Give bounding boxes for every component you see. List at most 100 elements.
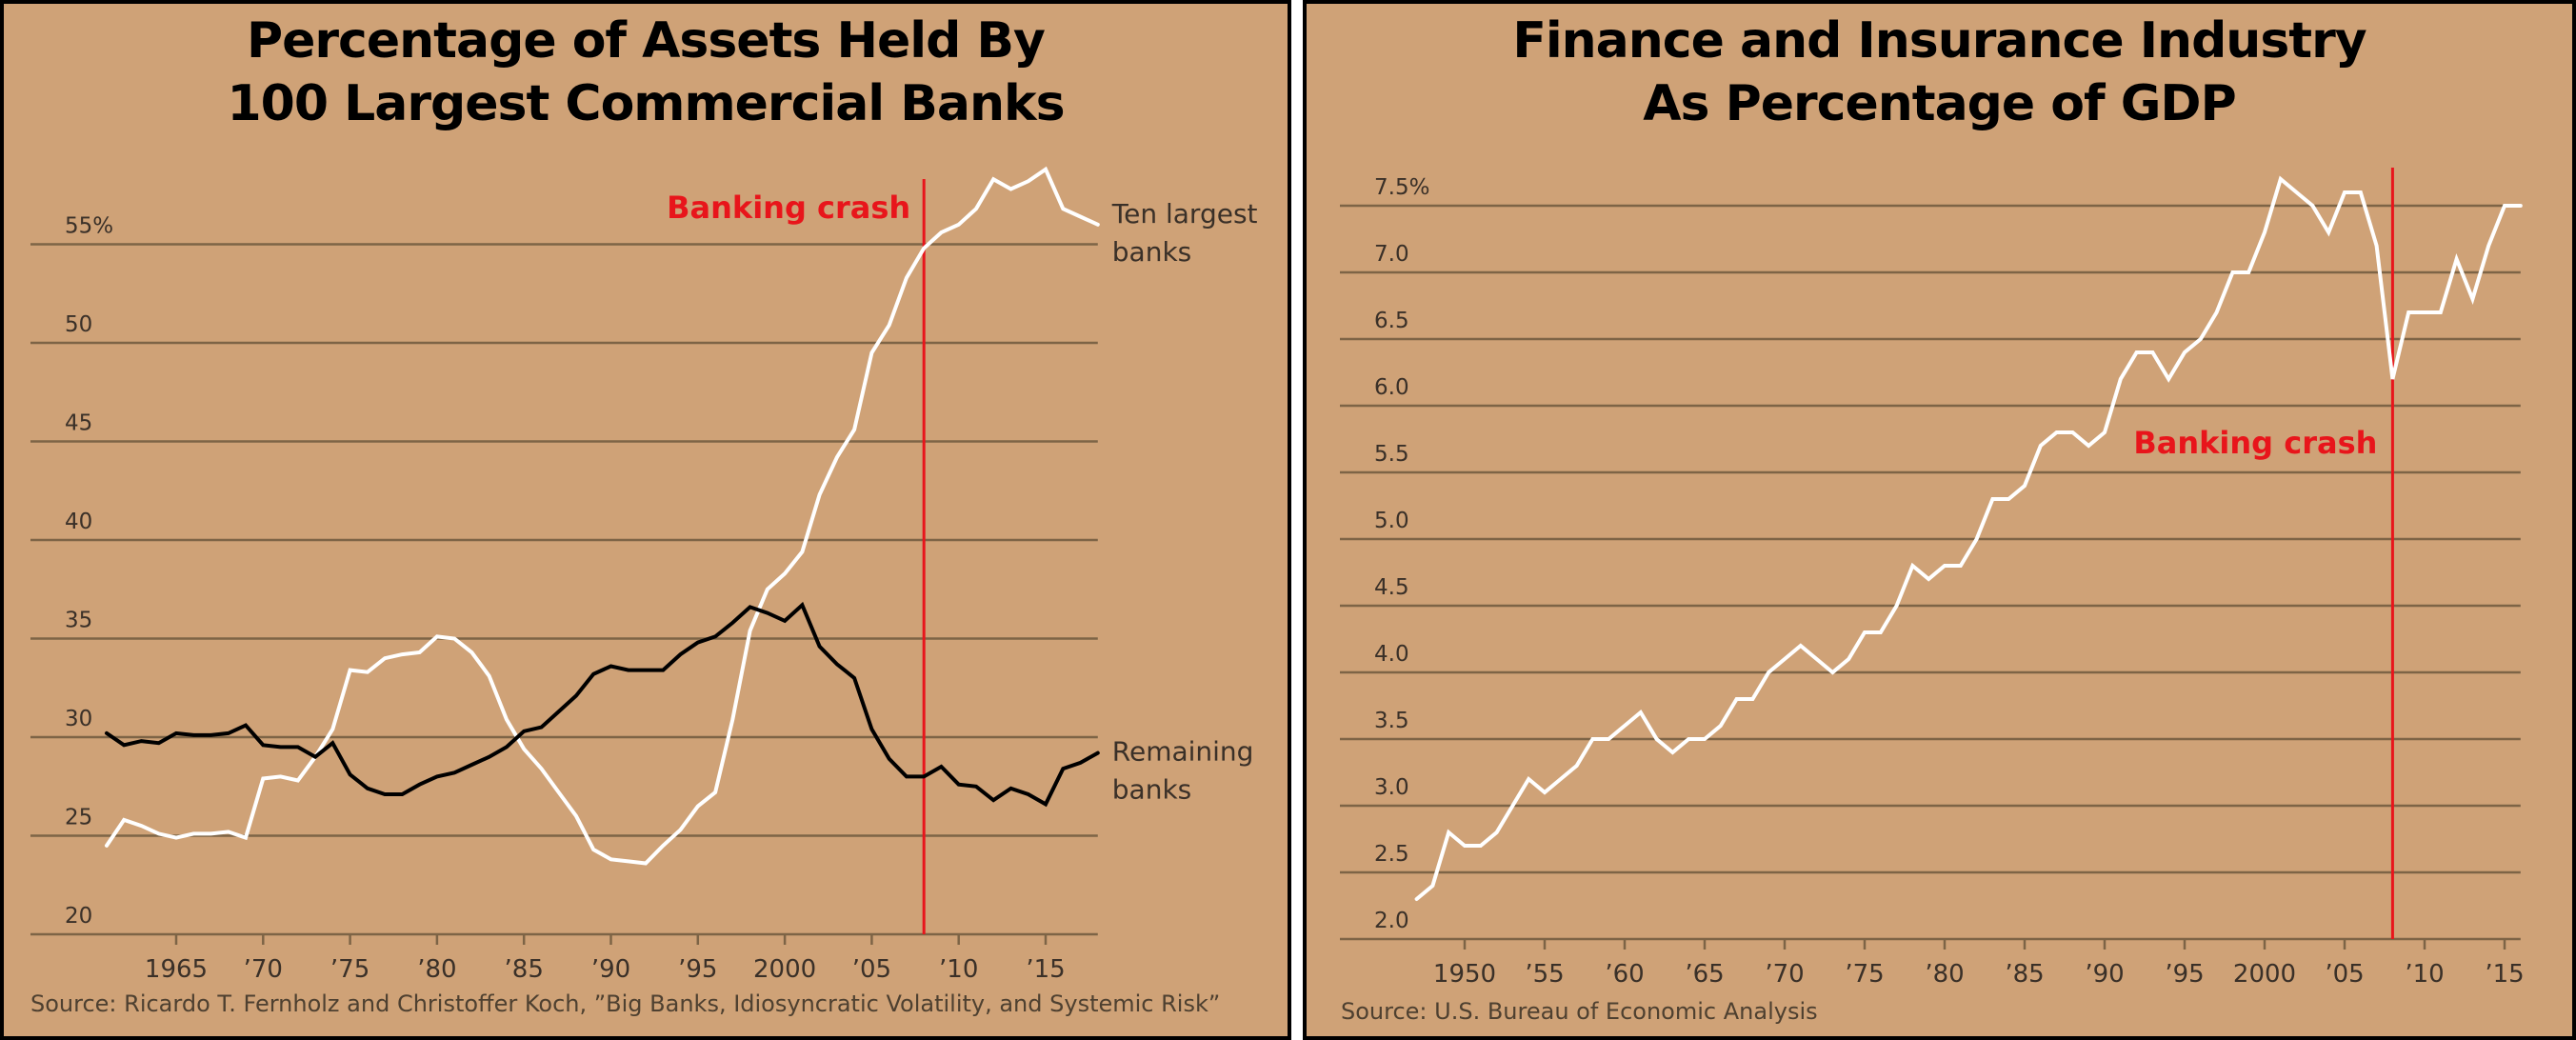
left-chart-data-point — [749, 605, 752, 609]
right-chart-y-tick-label: 4.0 — [1374, 642, 1409, 667]
right-chart-data-point — [2263, 230, 2266, 234]
left-chart-data-point — [227, 830, 230, 833]
right-chart-title-line-2: As Percentage of GDP — [1643, 75, 2236, 132]
right-chart-data-point — [2183, 350, 2187, 354]
right-chart-series-finance-and-insurance-share-of-gdp — [1414, 175, 2523, 901]
right-chart-title: Finance and Insurance Industry As Percen… — [1307, 10, 2572, 135]
right-chart-x-tick-label: ’70 — [1765, 960, 1804, 989]
left-chart-data-point — [261, 776, 265, 780]
right-chart-data-point — [2135, 350, 2139, 354]
right-chart-data-point — [1943, 564, 1947, 568]
left-chart-data-point — [244, 724, 248, 728]
left-chart-data-point — [835, 455, 839, 459]
right-chart-data-point — [2070, 430, 2074, 434]
left-chart-data-point — [783, 619, 787, 623]
right-chart-data-point — [1799, 644, 1803, 648]
right-chart-data-point — [1830, 670, 1834, 674]
left-chart-data-point — [174, 731, 178, 735]
right-chart-data-point — [1495, 830, 1499, 834]
right-chart-data-point — [1527, 777, 1530, 781]
left-chart-data-point — [210, 831, 213, 835]
left-chart-data-point — [435, 634, 439, 638]
right-chart-data-point — [1750, 697, 1754, 701]
right-chart-data-point — [1479, 844, 1483, 848]
left-chart-data-point — [627, 669, 630, 672]
left-chart-data-point — [661, 669, 665, 672]
right-chart-y-tick-label: 6.0 — [1374, 375, 1409, 400]
left-chart-data-point — [905, 276, 909, 280]
left-chart-data-point — [174, 836, 178, 840]
left-chart-data-point — [279, 745, 283, 749]
left-chart-x-tick-label: ’95 — [678, 955, 717, 984]
right-chart-data-point — [2199, 337, 2203, 341]
left-chart-data-point — [661, 844, 665, 848]
right-chart-data-point — [2326, 230, 2330, 234]
left-chart-data-point — [191, 831, 195, 835]
left-chart-data-point — [330, 741, 334, 745]
right-chart-x-tick-label: 2000 — [2233, 960, 2296, 989]
right-chart-data-point — [1783, 657, 1787, 661]
right-chart-data-point — [2375, 244, 2379, 248]
right-chart-data-point — [1959, 564, 1963, 568]
left-chart-data-point — [279, 774, 283, 778]
left-chart-data-point — [766, 611, 769, 615]
left-chart-x-tick-label: ’70 — [244, 955, 283, 984]
left-chart-data-point — [713, 634, 717, 638]
left-chart-data-point — [591, 848, 595, 851]
left-chart-data-point — [452, 770, 456, 774]
left-chart-data-point — [991, 177, 995, 181]
left-chart-data-point — [818, 645, 822, 649]
left-chart-y-tick-label: 35 — [65, 609, 92, 633]
right-chart-data-point — [2470, 297, 2474, 301]
left-chart-data-point — [157, 831, 161, 835]
left-chart-data-point — [1008, 188, 1012, 191]
left-chart-data-point — [383, 656, 387, 660]
left-chart-title-line-2: 100 Largest Commercial Banks — [227, 75, 1065, 132]
left-chart-data-point — [852, 428, 856, 431]
left-chart-data-point — [869, 350, 873, 354]
left-chart-data-point — [835, 662, 839, 666]
left-chart-data-point — [888, 757, 891, 761]
left-chart-data-point — [469, 763, 473, 767]
right-chart-x-tick-label: ’95 — [2165, 960, 2204, 989]
right-chart-y-tick-label: 7.5% — [1374, 175, 1429, 200]
right-chart-data-point — [2055, 430, 2059, 434]
left-chart-series-label: banks — [1112, 236, 1191, 268]
left-chart-data-point — [852, 676, 856, 680]
left-chart-data-point — [800, 603, 804, 607]
left-chart-data-point — [922, 247, 926, 250]
left-chart-data-point — [574, 814, 578, 818]
left-chart-data-point — [939, 765, 943, 769]
right-chart-data-point — [1463, 844, 1467, 848]
left-chart-data-point — [139, 824, 143, 828]
left-chart-data-point — [191, 733, 195, 737]
left-chart-series-ten-largest-banks — [105, 166, 1100, 866]
right-chart-x-tick-label: ’85 — [2005, 960, 2044, 989]
right-chart-data-point — [2103, 430, 2107, 434]
left-chart-x-tick-label: ’80 — [417, 955, 456, 984]
right-chart-data-point — [1927, 577, 1930, 581]
left-chart-data-point — [157, 741, 161, 745]
left-chart-data-point — [122, 818, 126, 822]
right-chart-data-point — [2406, 310, 2410, 314]
right-chart-x-tick-label: ’75 — [1845, 960, 1884, 989]
right-chart-data-point — [2310, 204, 2314, 208]
left-chart-data-point — [227, 731, 230, 735]
right-chart-data-point — [1639, 710, 1643, 714]
left-chart-y-tick-label: 25 — [65, 806, 92, 830]
left-chart-data-point — [505, 717, 509, 721]
left-chart-data-point — [296, 779, 300, 783]
left-chart-data-point — [349, 772, 352, 776]
right-chart-y-tick-label: 3.5 — [1374, 709, 1409, 733]
left-chart-data-point — [1027, 792, 1030, 796]
left-chart-panel: Percentage of Assets Held By 100 Largest… — [0, 0, 1291, 1040]
right-chart-y-tick-label: 6.5 — [1374, 309, 1409, 333]
left-chart-y-tick-label: 50 — [65, 312, 92, 337]
right-chart-data-point — [2295, 190, 2299, 194]
left-chart-x-tick-label: 2000 — [753, 955, 816, 984]
left-chart-data-point — [696, 804, 700, 808]
left-chart-data-point — [609, 857, 613, 861]
left-chart-data-point — [713, 790, 717, 794]
left-chart-data-point — [1061, 767, 1065, 770]
right-chart-title-line-1: Finance and Insurance Industry — [1512, 12, 2366, 70]
